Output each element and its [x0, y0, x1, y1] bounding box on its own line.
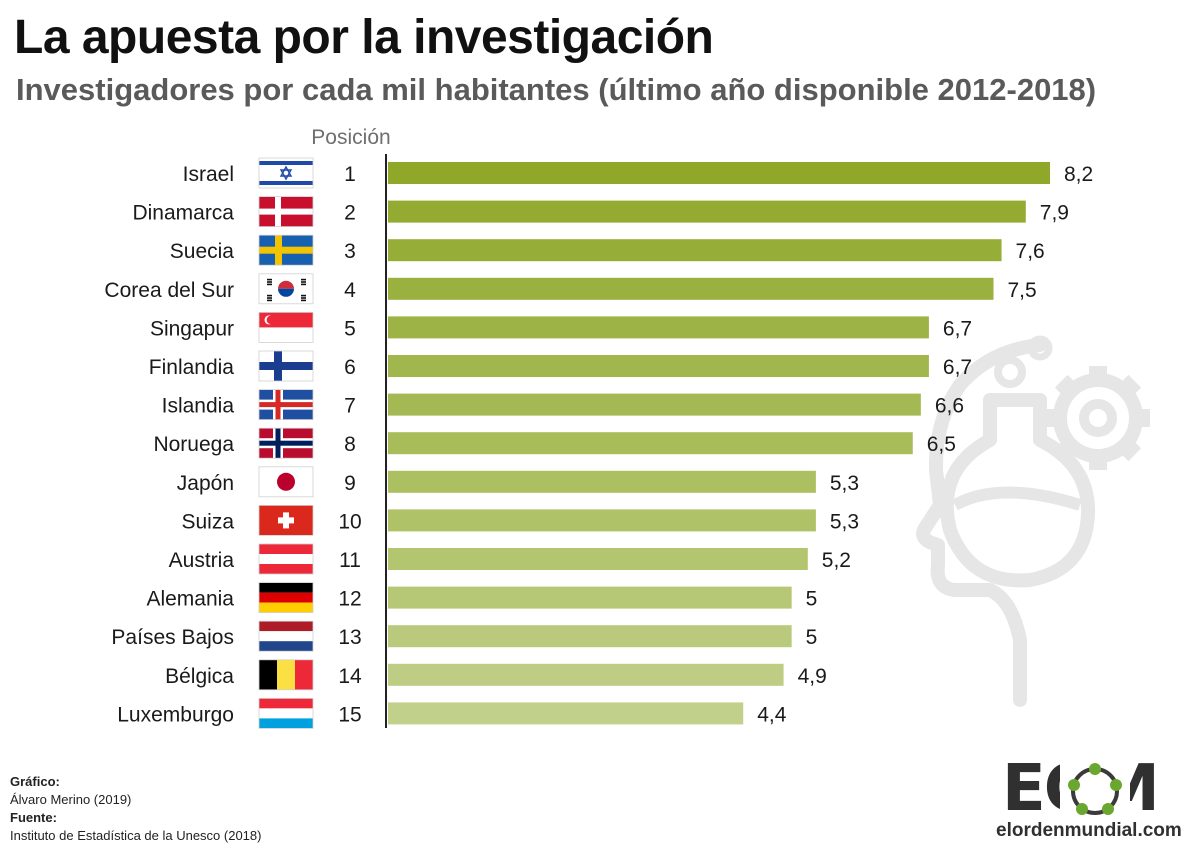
sweden-flag-icon	[258, 234, 314, 266]
rank-label: 13	[338, 626, 361, 649]
country-label: Islandia	[162, 395, 235, 418]
rank-label: 15	[338, 703, 361, 726]
south-korea-flag-icon	[258, 273, 314, 305]
bar-value-label: 8,2	[1064, 163, 1093, 186]
page-subtitle: Investigadores por cada mil habitantes (…	[16, 72, 1097, 107]
country-label: Luxemburgo	[117, 703, 234, 726]
rank-label: 2	[344, 202, 356, 225]
bar-value-label: 5	[806, 626, 818, 649]
country-label: Alemania	[146, 588, 234, 611]
bar	[388, 277, 994, 300]
country-label: Dinamarca	[132, 202, 234, 225]
bar-value-label: 5,2	[822, 549, 851, 572]
bar	[388, 432, 913, 455]
bar	[388, 625, 792, 648]
denmark-flag-icon	[258, 196, 314, 228]
bar	[388, 548, 808, 570]
israel-flag-icon	[258, 157, 314, 189]
page-title: La apuesta por la investigación	[14, 11, 714, 64]
bars-area: 8,2 Israel 1 7,9 Dinamarca 2 7,6 Suecia 3 7,5 Core…	[104, 162, 1093, 726]
singapore-flag-icon	[258, 311, 314, 343]
bar	[388, 239, 1002, 262]
rank-label: 1	[344, 163, 356, 186]
bar	[388, 355, 929, 377]
country-label: Noruega	[153, 433, 234, 456]
netherlands-flag-icon	[258, 620, 314, 652]
bar-value-label: 6,5	[927, 433, 956, 456]
country-label: Austria	[169, 549, 235, 572]
rank-label: 7	[344, 395, 356, 418]
country-label: Finlandia	[149, 356, 235, 379]
switzerland-flag-icon	[258, 504, 314, 536]
iceland-flag-icon	[258, 389, 314, 421]
country-label: Singapur	[150, 317, 234, 340]
country-label: Suiza	[181, 510, 234, 533]
bar	[388, 393, 921, 416]
country-label: Bélgica	[165, 665, 234, 688]
graphic-author: Álvaro Merino (2019)	[10, 792, 132, 807]
eom-logo: EOM elordenmundial.com	[996, 756, 1192, 848]
bar	[388, 586, 792, 609]
country-label: Países Bajos	[111, 626, 234, 649]
luxembourg-flag-icon	[258, 698, 314, 729]
bar	[388, 702, 744, 725]
bar-value-label: 5,3	[830, 510, 859, 533]
rank-column-header: Posición	[311, 126, 390, 149]
logo-network-icon	[1060, 758, 1130, 824]
country-label: Corea del Sur	[104, 279, 234, 302]
country-label: Japón	[177, 472, 234, 495]
finland-flag-icon	[258, 350, 314, 382]
bar	[388, 509, 816, 532]
bar-value-label: 5	[806, 588, 818, 611]
bar	[388, 200, 1026, 223]
footer-credits: Gráfico: Álvaro Merino (2019) Fuente: In…	[10, 773, 261, 845]
research-head-watermark-icon	[916, 335, 1150, 707]
japan-flag-icon	[258, 466, 314, 498]
bar	[388, 162, 1050, 184]
source-label: Fuente:	[10, 810, 57, 825]
bar-value-label: 5,3	[830, 472, 859, 495]
rank-label: 12	[338, 588, 361, 611]
norway-flag-icon	[258, 427, 314, 459]
rank-label: 4	[344, 279, 356, 302]
bar-value-label: 6,7	[943, 317, 972, 340]
bar-value-label: 7,6	[1016, 240, 1045, 263]
logo-url: elordenmundial.com	[996, 820, 1182, 841]
bar	[388, 663, 784, 686]
rank-label: 14	[338, 665, 362, 688]
rank-label: 8	[344, 433, 356, 456]
germany-flag-icon	[258, 582, 314, 613]
flags-column	[258, 157, 314, 729]
country-label: Suecia	[170, 240, 235, 263]
austria-flag-icon	[258, 543, 314, 575]
bar-value-label: 7,9	[1040, 202, 1069, 225]
country-label: Israel	[183, 163, 234, 186]
bar-value-label: 4,9	[798, 665, 827, 688]
rank-label: 10	[338, 510, 361, 533]
bar-value-label: 4,4	[757, 703, 787, 726]
rank-label: 5	[344, 317, 356, 340]
source-text: Instituto de Estadística de la Unesco (2…	[10, 828, 262, 843]
belgium-flag-icon	[258, 659, 314, 691]
bar-value-label: 6,6	[935, 395, 964, 418]
rank-label: 3	[344, 240, 356, 263]
rank-label: 11	[339, 549, 361, 572]
graphic-label: Gráfico:	[10, 774, 60, 789]
bar-value-label: 6,7	[943, 356, 972, 379]
rank-label: 9	[344, 472, 356, 495]
bar	[388, 470, 816, 493]
rank-label: 6	[344, 356, 356, 379]
bar	[388, 316, 929, 339]
bar-value-label: 7,5	[1007, 279, 1036, 302]
